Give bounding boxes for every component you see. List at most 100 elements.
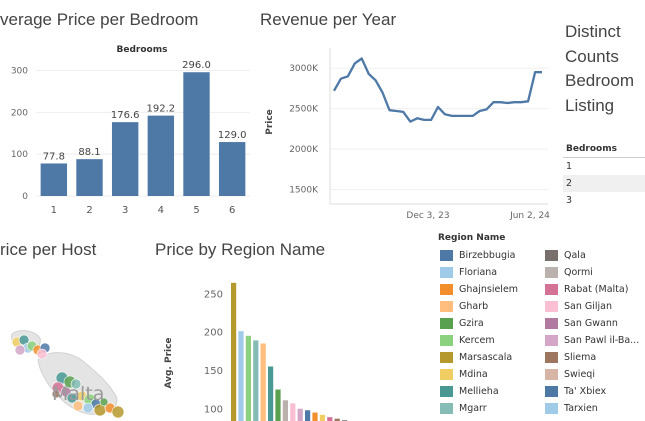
region-bar[interactable]	[282, 400, 288, 421]
legend-swatch	[545, 386, 558, 398]
bar[interactable]	[147, 115, 175, 196]
bar[interactable]	[183, 72, 210, 196]
region-bar[interactable]	[327, 417, 333, 421]
legend-swatch	[440, 300, 453, 312]
price-per-host-title: rice per Host	[0, 240, 97, 259]
legend-item[interactable]: Ghajnsielem	[440, 282, 518, 296]
legend-label: Floriana	[459, 266, 498, 278]
map-label: Malta	[52, 383, 104, 405]
host-map-dot[interactable]	[51, 389, 61, 399]
bar-value-label: 88.1	[78, 147, 100, 158]
legend-swatch	[545, 300, 558, 312]
revenue-per-year-chart[interactable]: Price 3000K 2500K 2000K 1500K Dec 3, 23 Jun 2,…	[258, 38, 550, 228]
region-bar[interactable]	[334, 418, 340, 421]
region-bar[interactable]	[260, 343, 266, 421]
region-bar[interactable]	[245, 335, 251, 421]
legend-swatch	[545, 335, 558, 346]
legend-swatch	[545, 266, 558, 278]
revenue-line[interactable]	[333, 57, 542, 123]
y-tick-label: 250	[204, 289, 223, 300]
legend-label: Rabat (Malta)	[564, 283, 629, 295]
legend-swatch	[545, 317, 558, 329]
distinct-title-line-3: Bedroom	[565, 71, 634, 90]
legend-item[interactable]: Tarxien	[545, 402, 598, 416]
legend-label: Tarxien	[564, 403, 598, 415]
legend-item[interactable]: Marsascala	[440, 351, 512, 365]
host-map-dot[interactable]	[82, 402, 94, 414]
legend-item[interactable]: Floriana	[440, 265, 497, 279]
legend-label: Gharb	[459, 300, 489, 312]
region-bar[interactable]	[253, 340, 259, 421]
legend-item[interactable]: San Pawl il-Ba...	[545, 334, 639, 348]
legend-label: Mdina	[459, 369, 488, 381]
bar[interactable]	[111, 122, 139, 196]
region-bar[interactable]	[297, 408, 303, 421]
legend-label: San Giljan	[564, 300, 613, 312]
legend-item[interactable]: Sliema	[545, 351, 596, 365]
y-tick-label: 2500K	[289, 105, 319, 115]
host-map-dot[interactable]	[99, 397, 109, 407]
legend-label: Swieqi	[564, 369, 595, 381]
host-map-dot[interactable]	[66, 392, 78, 404]
legend-item[interactable]: Mgarr	[440, 402, 487, 416]
region-bar[interactable]	[268, 366, 274, 421]
bar[interactable]	[76, 159, 103, 196]
region-bar[interactable]	[275, 389, 281, 421]
legend-label: Mellieha	[459, 386, 499, 398]
y-tick-label: 100	[11, 150, 28, 160]
y-tick-label: 100	[204, 404, 223, 415]
avg-price-bedroom-chart[interactable]: Bedrooms 300 200 100 0 77.8 1 88.1 2 176.6 3 192.2 4…	[0, 38, 250, 228]
host-map-dot[interactable]	[70, 378, 82, 390]
distinct-table-header: Bedrooms	[563, 141, 645, 158]
host-map-dot[interactable]	[72, 400, 84, 412]
region-bar[interactable]	[312, 412, 318, 421]
legend-item[interactable]: Mellieha	[440, 385, 499, 399]
legend-item[interactable]: Qormi	[545, 265, 593, 279]
y-tick-label: 200	[11, 108, 28, 118]
host-map-dot[interactable]	[14, 344, 26, 356]
legend-label: Sliema	[564, 352, 597, 364]
x-tick-label: 3	[122, 205, 128, 216]
region-bar[interactable]	[305, 410, 311, 421]
legend-label: San Pawl il-Ba...	[564, 335, 640, 346]
region-bar[interactable]	[231, 282, 237, 421]
legend-item[interactable]: Gharb	[440, 299, 488, 313]
legend-label: Ta' Xbiex	[564, 386, 607, 398]
legend-item[interactable]: San Gwann	[545, 316, 618, 330]
table-row[interactable]: 3	[566, 195, 573, 206]
legend-item[interactable]: Swieqi	[545, 368, 595, 382]
region-bar[interactable]	[319, 414, 325, 421]
legend-item[interactable]: Birzebbugia	[440, 248, 515, 262]
x-tick-label: 6	[229, 205, 235, 216]
y-tick-label: 200	[204, 328, 223, 339]
price-per-host-map[interactable]: Malta	[0, 270, 140, 420]
bar-value-label: 77.8	[43, 151, 65, 162]
y-tick-label: 150	[204, 366, 223, 377]
table-row[interactable]: 1	[566, 161, 573, 172]
legend-item[interactable]: Rabat (Malta)	[545, 282, 628, 296]
price-by-region-chart[interactable]: Avg. Price 250 200 150 100	[155, 271, 435, 421]
table-row[interactable]: 2	[563, 175, 645, 192]
legend-swatch	[440, 369, 453, 381]
chart-header-bedrooms: Bedrooms	[117, 45, 168, 55]
region-bar[interactable]	[238, 331, 244, 421]
legend-item[interactable]: Gzira	[440, 316, 484, 330]
host-map-dot[interactable]	[36, 348, 48, 360]
distinct-counts-table[interactable]: Bedrooms 1 2 3	[563, 141, 645, 217]
y-tick-label: 300	[11, 67, 28, 77]
legend-swatch	[545, 249, 558, 261]
legend-title: Region Name	[438, 233, 506, 243]
legend-label: Qala	[564, 249, 586, 261]
x-tick-label: 4	[158, 205, 164, 216]
legend-item[interactable]: Qala	[545, 248, 586, 262]
legend-swatch	[545, 369, 558, 381]
legend-item[interactable]: Mdina	[440, 368, 488, 382]
legend-item[interactable]: Ta' Xbiex	[545, 385, 606, 399]
legend-item[interactable]: Kercem	[440, 334, 495, 348]
host-map-dot[interactable]	[111, 405, 125, 419]
bar[interactable]	[218, 142, 246, 196]
bar[interactable]	[40, 163, 68, 196]
region-bar[interactable]	[290, 403, 296, 421]
legend-item[interactable]: San Giljan	[545, 299, 612, 313]
bar-value-label: 176.6	[111, 110, 140, 121]
